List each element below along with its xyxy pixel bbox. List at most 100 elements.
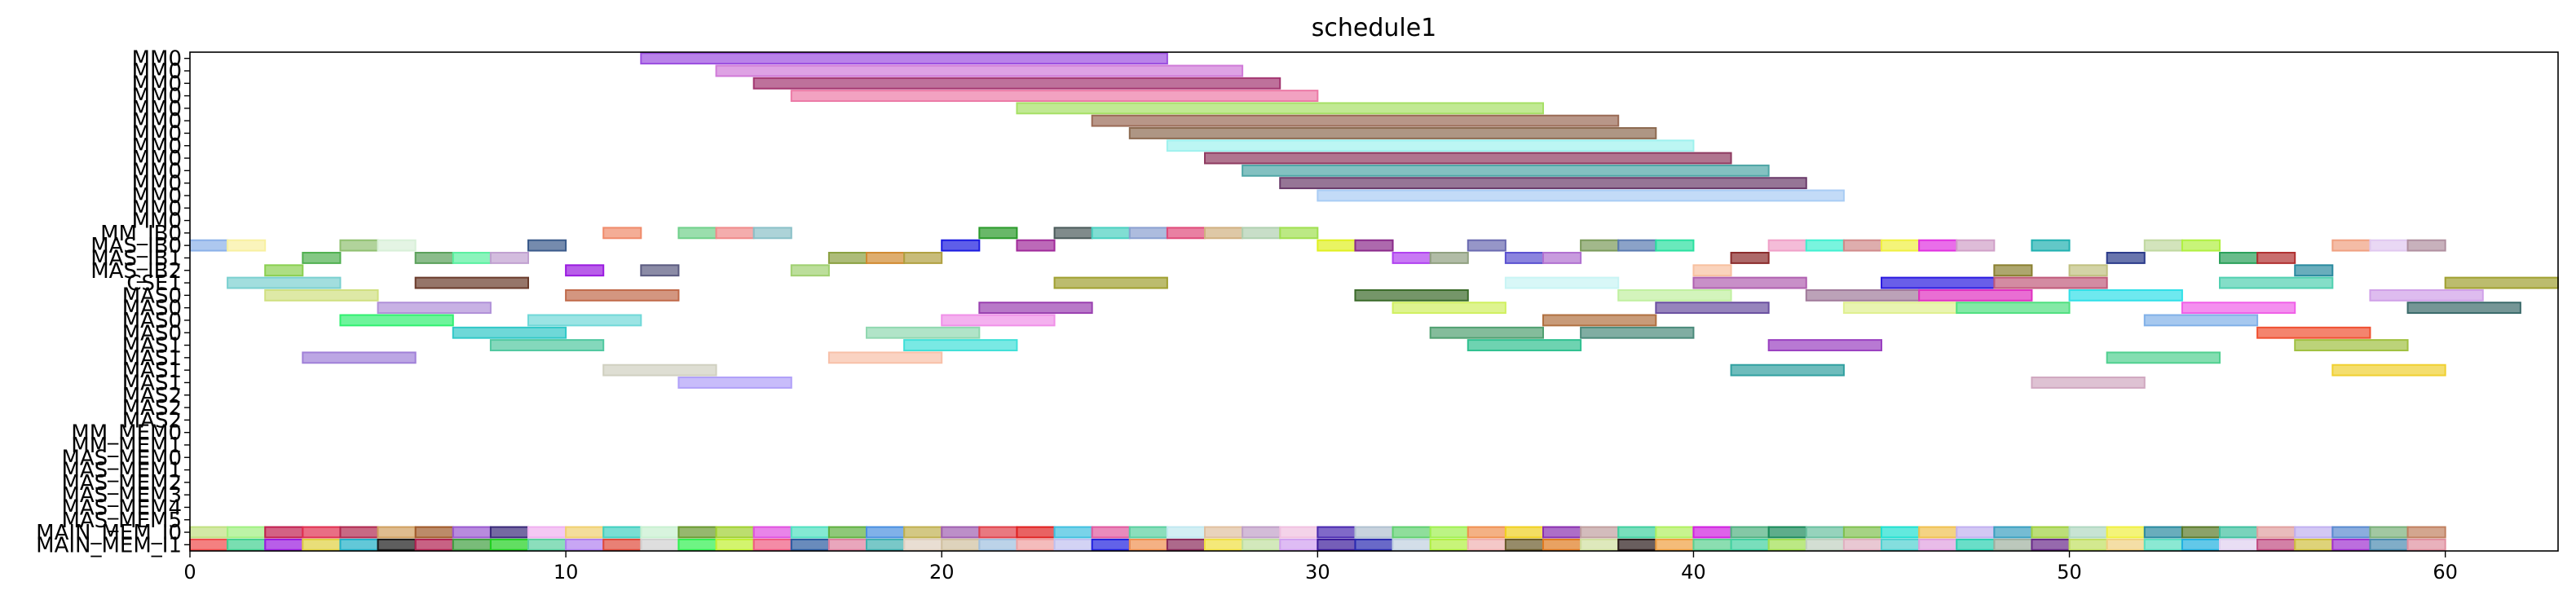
gantt-bar bbox=[340, 540, 377, 550]
gantt-bar bbox=[2107, 540, 2145, 550]
gantt-bar bbox=[1280, 540, 1317, 550]
x-axis: 0 10 20 30 40 50 60 bbox=[183, 551, 2458, 584]
gantt-bar bbox=[1393, 302, 1506, 313]
gantt-bar bbox=[1731, 527, 1769, 538]
gantt-bar bbox=[1543, 253, 1581, 263]
gantt-bar bbox=[416, 278, 528, 289]
gantt-bar bbox=[1693, 278, 1806, 289]
gantt-bar bbox=[1994, 540, 2031, 550]
gantt-bar bbox=[2257, 540, 2295, 550]
gantt-bar bbox=[2220, 540, 2257, 550]
gantt-bar bbox=[979, 227, 1017, 238]
gantt-bar bbox=[1956, 302, 2069, 313]
gantt-bar bbox=[302, 253, 340, 263]
gantt-bar bbox=[227, 240, 265, 251]
gantt-bar bbox=[942, 527, 979, 538]
gantt-bar bbox=[2408, 527, 2446, 538]
gantt-bar bbox=[416, 540, 453, 550]
gantt-bar bbox=[1017, 527, 1054, 538]
gantt-bar bbox=[1468, 340, 1581, 350]
gantt-bar bbox=[2220, 253, 2257, 263]
gantt-bar bbox=[1355, 240, 1392, 251]
gantt-bar bbox=[2070, 290, 2182, 301]
gantt-bar bbox=[2257, 253, 2295, 263]
gantt-bar bbox=[1506, 540, 1543, 550]
gantt-bar bbox=[867, 540, 904, 550]
gantt-bar bbox=[1506, 253, 1543, 263]
gantt-bar bbox=[1693, 527, 1731, 538]
gantt-bar bbox=[1242, 165, 1769, 176]
gantt-bar bbox=[227, 540, 265, 550]
gantt-bar bbox=[2370, 527, 2407, 538]
gantt-bar bbox=[641, 265, 678, 275]
gantt-bar bbox=[904, 340, 1017, 350]
gantt-bar bbox=[1431, 527, 1468, 538]
gantt-bar bbox=[378, 240, 416, 251]
gantt-bar bbox=[1693, 540, 1731, 550]
gantt-bar bbox=[717, 66, 1243, 77]
gantt-bar bbox=[678, 527, 716, 538]
gantt-bar bbox=[867, 527, 904, 538]
gantt-bar bbox=[603, 527, 641, 538]
gantt-bar bbox=[566, 265, 603, 275]
gantt-bar bbox=[1919, 527, 1956, 538]
gantt-bar bbox=[378, 527, 416, 538]
gantt-bar bbox=[265, 527, 302, 538]
gantt-bar bbox=[1242, 227, 1280, 238]
gantt-bar bbox=[1844, 540, 1881, 550]
gantt-bar bbox=[1055, 540, 1092, 550]
gantt-bar bbox=[904, 253, 942, 263]
gantt-bar bbox=[1242, 540, 1280, 550]
gantt-bar bbox=[2332, 365, 2445, 376]
gantt-bar bbox=[1092, 116, 1619, 126]
gantt-bar bbox=[2182, 240, 2220, 251]
gantt-bar bbox=[1581, 527, 1618, 538]
gantt-bar bbox=[1844, 527, 1881, 538]
bars-layer bbox=[190, 53, 2558, 550]
gantt-bar bbox=[1956, 240, 1994, 251]
gantt-bar bbox=[1506, 527, 1543, 538]
gantt-bar bbox=[2408, 240, 2446, 251]
gantt-bar bbox=[1017, 240, 1054, 251]
gantt-bar bbox=[566, 527, 603, 538]
gantt-bar bbox=[717, 527, 754, 538]
gantt-bar bbox=[378, 540, 416, 550]
gantt-bar bbox=[302, 540, 340, 550]
gantt-bar bbox=[1956, 527, 1994, 538]
gantt-bar bbox=[1731, 540, 1769, 550]
gantt-bar bbox=[2145, 240, 2182, 251]
gantt-bar bbox=[2070, 265, 2107, 275]
x-tick-label: 30 bbox=[1305, 561, 1330, 584]
gantt-bar bbox=[1769, 340, 1881, 350]
gantt-bar bbox=[754, 78, 1281, 89]
gantt-bar bbox=[2220, 278, 2332, 289]
gantt-bar bbox=[1130, 527, 1167, 538]
gantt-bar bbox=[792, 90, 1318, 101]
gantt-bar bbox=[1844, 240, 1881, 251]
gantt-bar bbox=[1769, 240, 1806, 251]
gantt-bar bbox=[2370, 290, 2482, 301]
gantt-bar bbox=[754, 540, 792, 550]
gantt-bar bbox=[340, 240, 377, 251]
gantt-bar bbox=[2408, 540, 2446, 550]
gantt-bar bbox=[678, 227, 716, 238]
gantt-bar bbox=[1167, 527, 1205, 538]
gantt-bar bbox=[1167, 540, 1205, 550]
gantt-bar bbox=[416, 253, 453, 263]
gantt-bar bbox=[2182, 302, 2295, 313]
gantt-bar bbox=[190, 527, 227, 538]
gantt-bar bbox=[1468, 527, 1506, 538]
gantt-bar bbox=[2408, 302, 2521, 313]
gantt-bar bbox=[1355, 290, 1467, 301]
gantt-bar bbox=[1393, 540, 1431, 550]
y-tick-label: MAIN_MEM_I1 bbox=[36, 533, 182, 557]
gantt-bar bbox=[1468, 240, 1506, 251]
gantt-bar bbox=[340, 315, 452, 326]
y-axis: MM0MM0MM0MM0MM0MM0MM0MM0MM0MM0MM0MM0MM0M… bbox=[36, 47, 190, 558]
gantt-bar bbox=[1205, 227, 1242, 238]
gantt-bar bbox=[1919, 290, 2031, 301]
x-tick-label: 20 bbox=[929, 561, 955, 584]
gantt-bar bbox=[2332, 527, 2370, 538]
gantt-bar bbox=[1956, 540, 1994, 550]
gantt-bar bbox=[566, 540, 603, 550]
